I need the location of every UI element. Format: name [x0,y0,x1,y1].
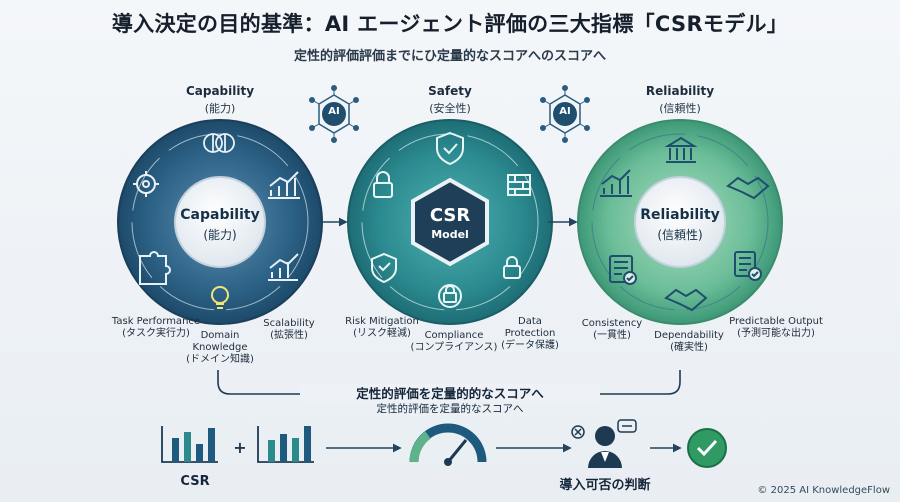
safety-circle [347,119,553,325]
compliance-lock-icon [438,284,462,308]
reliability-heading-jp: (信頼性) [659,102,701,115]
safety-heading-jp: (安全性) [429,102,471,115]
shield-check-icon [436,131,464,166]
capability-heading: Capability [185,84,255,98]
ai-badge-right: AI [559,106,571,117]
checklist-icon [609,255,637,285]
ai-network-node-left [309,85,359,143]
label-jp: (タスク実行力) [122,328,190,339]
rising-chart-icon [268,253,299,281]
ai-badge-left: AI [328,106,340,117]
label-en: Data Protection [504,316,556,339]
decision-label: 導入可否の判断 [559,478,651,493]
capability-heading-jp: (能力) [204,102,236,115]
lock-badge-icon [503,256,521,279]
label-en: Compliance [424,330,484,341]
label-en: Consistency [581,318,643,329]
label-en: Dependability [654,330,724,341]
institution-icon [664,136,698,163]
shield-icon [371,252,397,284]
reliability-heading: Reliability [645,84,715,98]
document-check-icon [734,251,762,281]
gear-icon [133,171,159,197]
page-subtitle: 定性的評価評価までにひ定量的なスコアへのスコアへ [293,49,606,64]
padlock-icon [373,171,393,198]
gauge-icon [409,423,487,466]
label-en: Task Performance [111,316,201,327]
csr-center-title: CSR [429,205,471,226]
safety-heading: Safety [428,84,472,98]
label-dependability: Dependability (確実性) [648,330,730,354]
decision-maker-icon [571,419,637,468]
brain-icon [203,133,235,153]
label-jp: (コンプライアンス) [410,342,498,353]
capability-center-title: Capability [180,207,260,223]
firewall-icon [507,174,531,196]
handshake-icon-2 [664,288,708,312]
reliability-center-title: Reliability [640,207,720,223]
label-jp: (データ保護) [501,340,559,351]
handshake-icon [726,176,770,200]
approval-check-icon [687,428,727,468]
label-jp: (拡張性) [270,330,308,341]
label-en: Scalability [263,318,315,329]
label-jp: (リスク軽減) [353,328,411,339]
csr-center-sub: Model [431,228,469,241]
label-jp: (一貫性) [593,330,631,341]
growth-chart-icon [268,171,300,199]
flow-subheading: 定性的評価を定量的なスコアへ [376,403,524,415]
label-en: Risk Mitigation [345,316,419,327]
label-consistency: Consistency (一貫性) [572,318,652,342]
label-en: Predictable Output [729,316,823,327]
label-jp: (予測可能な出力) [737,328,815,339]
label-predictable-output: Predictable Output (予測可能な出力) [724,316,828,340]
puzzle-icon [139,251,171,285]
copyright: © 2025 AI KnowledgeFlow [757,485,890,496]
flow-heading: 定性的評価を定量的的なスコアへ [300,383,600,402]
bar-chart-icon-left [161,426,218,463]
label-scalability: Scalability (拡張性) [254,318,324,342]
growth-chart-icon-2 [600,169,632,197]
label-jp: (ドメイン知識) [186,354,254,365]
page-title: 導入決定の目的基準：AI エージェント評価の三大指標「CSRモデル」 [111,12,789,36]
label-en: Domain Knowledge [192,330,248,353]
capability-center-sub: (能力) [203,228,237,242]
plus-sign: + [233,438,247,457]
label-jp: (確実性) [670,342,708,353]
reliability-center-sub: (信頼性) [657,228,703,242]
label-risk-mitigation: Risk Mitigation (リスク軽減) [344,316,420,340]
label-compliance: Compliance (コンプライアンス) [408,330,500,354]
ai-network-node-right [540,85,590,143]
bar-chart-icon-right [257,426,314,463]
label-domain-knowledge: Domain Knowledge (ドメイン知識) [180,330,260,366]
lightbulb-icon [211,286,229,309]
csr-label: CSR [180,474,210,489]
label-data-protection: Data Protection (データ保護) [492,316,568,352]
label-task-performance: Task Performance (タスク実行力) [106,316,206,340]
